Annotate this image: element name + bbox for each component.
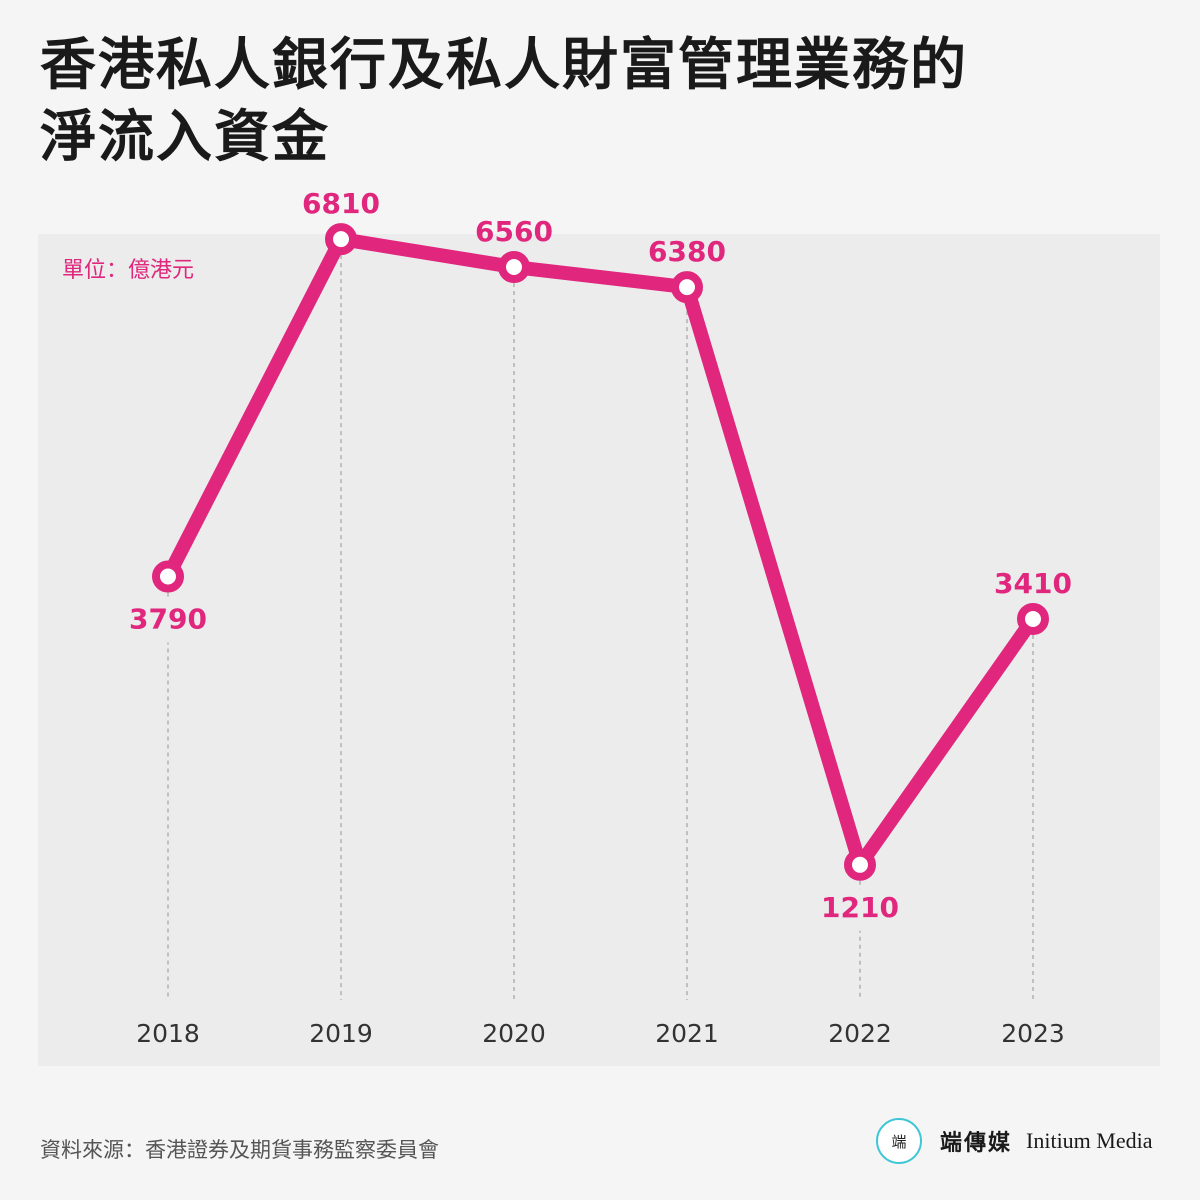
x-tick-label-2023: 2023 [1001,1019,1065,1048]
data-point-2023 [1017,602,1049,635]
data-label-2023: 3410 [994,567,1072,600]
data-label-2018: 3790 [129,603,207,636]
chart-panel [38,234,1160,1066]
data-point-2020 [498,251,530,284]
x-tick-label-2020: 2020 [482,1019,546,1048]
data-label-bg-2018 [124,600,212,643]
data-label-2022: 1210 [821,891,899,924]
data-label-2021: 6380 [648,235,726,268]
brand-name-en: Initium Media [1026,1128,1153,1153]
x-tick-label-2022: 2022 [828,1019,892,1048]
page-title: 香港私人銀行及私人財富管理業務的 淨流入資金 [40,30,1160,174]
logo-glyph: 端 [891,1132,907,1151]
brand-logo: 端 端傳媒 Initium Media [876,1116,1153,1166]
data-label-2020: 6560 [475,215,553,248]
data-label-bg-2022 [816,888,904,931]
unit-label: 單位：億港元 [62,258,195,283]
title-line-1: 香港私人銀行及私人財富管理業務的 [40,33,968,98]
source-note: 資料來源：香港證券及期貨事務監察委員會 [40,1138,439,1162]
x-tick-label-2018: 2018 [136,1019,200,1048]
x-tick-label-2019: 2019 [309,1019,373,1048]
initium-logo-icon: 端 [876,1118,922,1164]
data-point-2021 [671,271,703,304]
series-line [161,232,1040,872]
x-tick-label-2021: 2021 [655,1019,719,1048]
brand-name-cn: 端傳媒 [940,1130,1013,1156]
data-point-2022 [844,848,876,881]
data-point-2019 [325,223,357,256]
data-point-2018 [152,560,184,593]
title-line-2: 淨流入資金 [40,105,330,170]
data-label-2019: 6810 [302,187,380,220]
